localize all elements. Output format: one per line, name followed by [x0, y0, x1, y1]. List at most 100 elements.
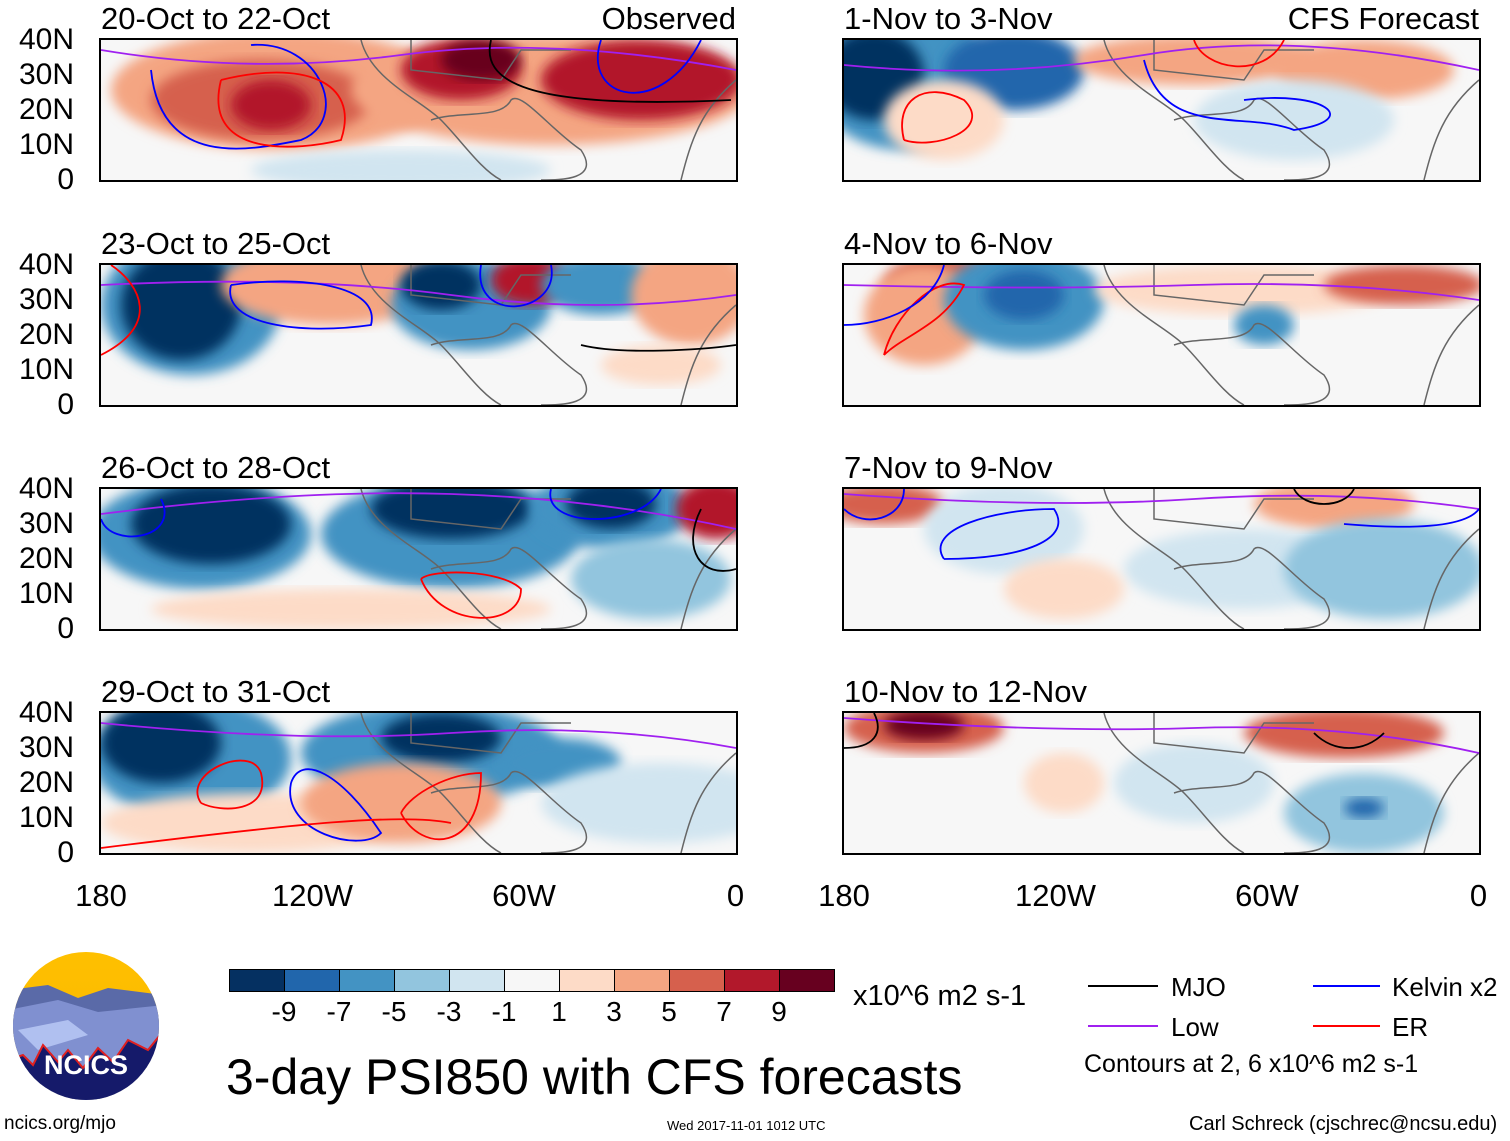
coastline [360, 40, 736, 180]
wave-contour [549, 489, 662, 520]
panel-map [844, 40, 1479, 180]
wave-contour [101, 280, 736, 306]
panel-period: 29-Oct to 31-Oct [101, 674, 331, 709]
panel-map [101, 265, 736, 405]
colorbar-tick: 1 [551, 996, 567, 1027]
wave-contour [217, 71, 346, 148]
coastline [360, 713, 736, 853]
wave-contour [580, 344, 736, 352]
wave-contour [844, 493, 1479, 510]
anomaly-shading [401, 265, 481, 310]
panel-period: 1-Nov to 3-Nov [844, 1, 1053, 36]
wave-contour [150, 44, 327, 150]
wave-contour [1343, 508, 1479, 528]
panel-period: 20-Oct to 22-Oct [101, 1, 331, 36]
wave-contour [844, 489, 905, 521]
colorbar-swatch [614, 969, 670, 992]
anomaly-shading [1244, 713, 1444, 758]
wave-contour [1293, 489, 1355, 505]
colorbar-tick: -1 [491, 996, 517, 1027]
anomaly-shading [1074, 40, 1314, 85]
wave-contour [939, 508, 1060, 560]
anomaly-shading [1024, 753, 1104, 813]
legend-line-er [1313, 1025, 1380, 1027]
colorbar-tick: 5 [661, 996, 677, 1027]
wave-contour [479, 265, 553, 308]
wave-contour [101, 818, 452, 849]
anomaly-shading [984, 270, 1064, 320]
anomaly-shading [676, 489, 736, 539]
anomaly-shading [381, 713, 501, 763]
lat-tick-label: 10N [18, 801, 74, 834]
colorbar-swatch [504, 969, 560, 992]
legend-label-er: ER [1392, 1012, 1429, 1042]
anomaly-shading [221, 265, 441, 325]
anomaly-shading [231, 80, 311, 130]
wave-contour [1143, 59, 1331, 131]
lat-tick-label: 10N [18, 353, 74, 386]
anomaly-shading [924, 489, 1084, 574]
wave-contour [844, 713, 879, 749]
anomaly-shading [1114, 743, 1274, 823]
colorbar-tick: 3 [606, 996, 622, 1027]
lat-tick-label: 10N [18, 128, 74, 161]
map-panel [842, 38, 1481, 182]
panel-period: 4-Nov to 6-Nov [844, 226, 1053, 261]
lon-tick-label: 180 [75, 878, 127, 913]
legend-label-kelvin: Kelvin x2 [1392, 972, 1498, 1002]
wave-contour [196, 759, 264, 810]
colorbar-swatch [449, 969, 505, 992]
wave-contour [901, 91, 973, 144]
panel-map [844, 265, 1479, 405]
anomaly-shading [884, 80, 1004, 160]
ncics-logo: NCICS [13, 952, 159, 1100]
anomaly-shading [541, 40, 736, 120]
wave-contour [101, 46, 736, 71]
lat-tick-label: 0 [57, 388, 74, 421]
lat-tick-label: 30N [18, 283, 74, 316]
lat-tick-label: 40N [18, 23, 74, 56]
map-panel [99, 711, 738, 855]
anomaly-shading [601, 345, 721, 385]
website-link[interactable]: ncics.org/mjo [4, 1113, 116, 1134]
wave-contour [229, 280, 373, 330]
panel-map [101, 713, 736, 853]
lon-tick-label: 60W [1235, 878, 1299, 913]
lon-tick-label: 180 [818, 878, 870, 913]
panel-map [101, 40, 736, 180]
coastline [1103, 40, 1479, 180]
lat-tick-label: 40N [18, 472, 74, 505]
wave-contour [883, 282, 966, 356]
colorbar-swatch [394, 969, 450, 992]
coastline [1103, 713, 1479, 853]
timestamp: Wed 2017-11-01 1012 UTC [667, 1118, 826, 1133]
wave-contour [1193, 40, 1285, 68]
lon-tick-label: 60W [492, 878, 556, 913]
lat-tick-label: 20N [18, 766, 74, 799]
map-panel [99, 487, 738, 631]
wave-contour [844, 283, 1479, 301]
panel-map [844, 713, 1479, 853]
wave-contour [844, 44, 1479, 72]
colorbar-tick: 9 [771, 996, 787, 1027]
wave-contour [844, 717, 1479, 754]
colorbar-tick: -9 [271, 996, 297, 1027]
lat-tick-label: 30N [18, 58, 74, 91]
panel-map [844, 489, 1479, 629]
panel-period: 26-Oct to 28-Oct [101, 450, 331, 485]
colorbar-swatch [339, 969, 395, 992]
legend-line-kelvin [1313, 985, 1380, 987]
wave-contour [420, 571, 522, 619]
wave-contour [692, 508, 736, 572]
lat-tick-label: 30N [18, 731, 74, 764]
colorbar-tick: 7 [716, 996, 732, 1027]
lat-tick-label: 30N [18, 507, 74, 540]
panel-map [101, 489, 736, 629]
panel-period: 10-Nov to 12-Nov [844, 674, 1087, 709]
coastline [1103, 265, 1479, 405]
lon-tick-label: 120W [272, 878, 353, 913]
map-panel [842, 711, 1481, 855]
lat-tick-label: 10N [18, 577, 74, 610]
anomaly-shading [884, 713, 964, 740]
colorbar-swatch [229, 969, 285, 992]
